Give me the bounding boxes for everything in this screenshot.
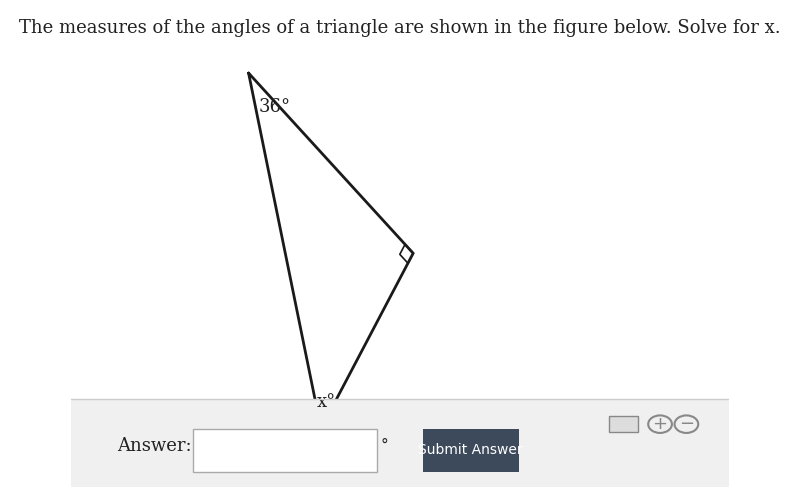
FancyBboxPatch shape [193,429,377,472]
Text: Submit Answer: Submit Answer [418,444,523,457]
Text: x°: x° [316,393,336,411]
Text: °: ° [380,438,388,453]
Text: 36°: 36° [258,98,290,116]
FancyBboxPatch shape [423,429,518,472]
Text: +: + [653,415,667,433]
FancyBboxPatch shape [610,416,638,432]
Text: Answer:  x =: Answer: x = [117,437,234,454]
FancyBboxPatch shape [71,399,729,487]
Text: −: − [679,415,694,433]
Text: The measures of the angles of a triangle are shown in the figure below. Solve fo: The measures of the angles of a triangle… [19,19,781,37]
